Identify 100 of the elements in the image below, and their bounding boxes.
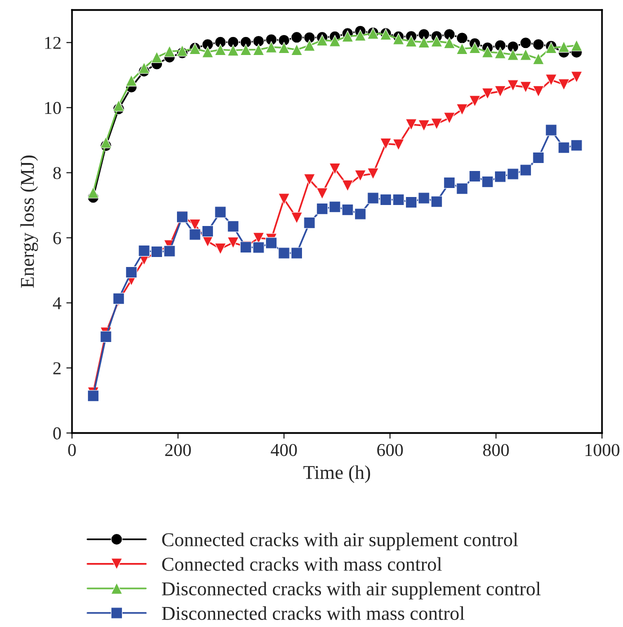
point [214,44,226,56]
point [342,180,354,192]
point [482,88,494,100]
point [520,37,532,49]
point [304,174,316,186]
point [532,38,544,50]
point [278,42,290,54]
point [570,40,582,52]
point [456,104,468,116]
point [392,138,404,151]
point [507,48,519,60]
y-tick-label: 8 [53,166,61,180]
point [202,38,214,50]
point [329,35,341,47]
point [507,80,519,92]
point [87,186,100,198]
point [290,31,303,44]
point [252,35,264,48]
point [138,244,150,257]
point [456,182,468,194]
x-axis-title: Time (h) [303,465,370,483]
point [520,164,532,176]
point [367,192,379,204]
x-tick-label: 400 [270,444,297,456]
point [354,170,366,182]
point [418,120,430,132]
point [430,35,442,48]
point [265,34,278,46]
point [329,162,341,175]
point [468,170,481,182]
point [494,40,506,52]
point [227,236,239,248]
x-tick-label: 200 [165,444,191,456]
point [367,168,379,180]
point [444,28,456,40]
point [227,44,239,56]
point [392,194,404,206]
point [405,196,418,208]
point [494,170,506,182]
point [507,40,519,53]
point [100,330,112,343]
point [494,47,506,59]
point [252,242,264,254]
point [482,176,494,188]
point [342,30,354,42]
point [532,152,544,164]
point [329,201,341,213]
legend-label: Connected cracks with mass control [162,557,442,571]
point [558,142,570,154]
x-tick-label: 800 [483,444,509,456]
point [558,40,570,53]
point [494,86,506,98]
point [418,28,430,40]
point [482,46,494,58]
point [214,36,226,48]
point [290,44,303,56]
point [456,32,468,44]
point [532,52,544,65]
point [570,140,582,152]
point [87,390,100,402]
point [227,36,239,48]
x-tick-label: 1000 [586,444,620,456]
point [126,266,138,278]
point [189,228,201,240]
point [150,51,163,64]
point [164,245,176,257]
point [405,35,418,48]
point [164,45,176,58]
point [316,188,328,200]
point [290,212,303,224]
point [304,216,316,229]
point [304,32,316,44]
point [444,37,456,49]
point [214,242,226,255]
point [290,247,303,259]
point [100,136,112,148]
point [380,138,392,150]
point [202,225,214,238]
point [532,86,544,98]
point [278,247,290,259]
legend-label: Disconnected cracks with air supplement control [162,582,541,600]
point [126,74,138,86]
x-tick-label: 600 [377,444,403,456]
y-tick-label: 6 [53,232,62,244]
legend-label: Disconnected cracks with mass control [162,606,464,620]
point [342,204,354,216]
y-axis-title: Energy loss (MJ) [20,156,38,288]
point [380,194,392,206]
y-tick-label: 4 [52,297,62,310]
point [304,40,316,52]
point [418,36,430,48]
point [444,112,456,124]
point [316,202,328,215]
point [430,196,442,208]
point [202,46,214,58]
x-tick-label: 0 [68,444,76,456]
y-tick-label: 0 [53,427,61,440]
point [520,48,532,60]
point [507,168,519,180]
y-tick-label: 12 [45,36,61,49]
